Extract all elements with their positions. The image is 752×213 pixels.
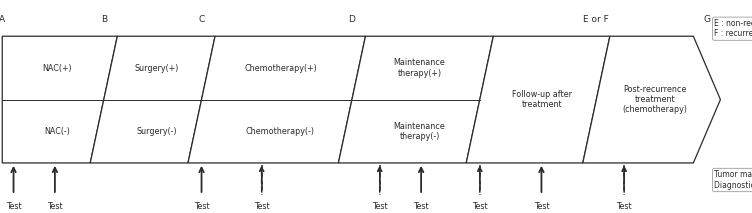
Polygon shape bbox=[188, 36, 365, 163]
Text: Test: Test bbox=[372, 202, 387, 211]
Text: B: B bbox=[101, 16, 107, 24]
Text: Test: Test bbox=[534, 202, 549, 211]
Polygon shape bbox=[583, 36, 720, 163]
Text: Maintenance
therapy(+): Maintenance therapy(+) bbox=[394, 58, 445, 78]
Text: E : non-recurrence
F : recurrence: E : non-recurrence F : recurrence bbox=[714, 19, 752, 39]
Text: Test: Test bbox=[194, 202, 209, 211]
Text: Test: Test bbox=[472, 202, 487, 211]
Text: Surgery(-): Surgery(-) bbox=[136, 127, 177, 136]
Polygon shape bbox=[90, 36, 215, 163]
Text: C: C bbox=[199, 16, 205, 24]
Text: G: G bbox=[703, 16, 711, 24]
Text: E or F: E or F bbox=[584, 16, 609, 24]
Polygon shape bbox=[338, 36, 493, 163]
Text: A: A bbox=[0, 16, 5, 24]
Text: Test: Test bbox=[47, 202, 62, 211]
Text: Tumor marker
Diagnostic imaging: Tumor marker Diagnostic imaging bbox=[714, 170, 752, 190]
Text: Chemotherapy(-): Chemotherapy(-) bbox=[246, 127, 315, 136]
Text: Test: Test bbox=[414, 202, 429, 211]
Text: Maintenance
therapy(-): Maintenance therapy(-) bbox=[394, 122, 445, 141]
Text: Test: Test bbox=[6, 202, 21, 211]
Text: Chemotherapy(+): Chemotherapy(+) bbox=[244, 64, 317, 73]
Polygon shape bbox=[2, 36, 117, 163]
Text: Test: Test bbox=[617, 202, 632, 211]
Text: Follow-up after
treatment: Follow-up after treatment bbox=[512, 90, 572, 109]
Text: Test: Test bbox=[254, 202, 269, 211]
Text: Post-recurrence
treatment
(chemotherapy): Post-recurrence treatment (chemotherapy) bbox=[623, 85, 688, 114]
Text: NAC(+): NAC(+) bbox=[42, 64, 71, 73]
Text: NAC(-): NAC(-) bbox=[44, 127, 70, 136]
Text: D: D bbox=[348, 16, 356, 24]
Polygon shape bbox=[466, 36, 610, 163]
Text: Surgery(+): Surgery(+) bbox=[134, 64, 179, 73]
